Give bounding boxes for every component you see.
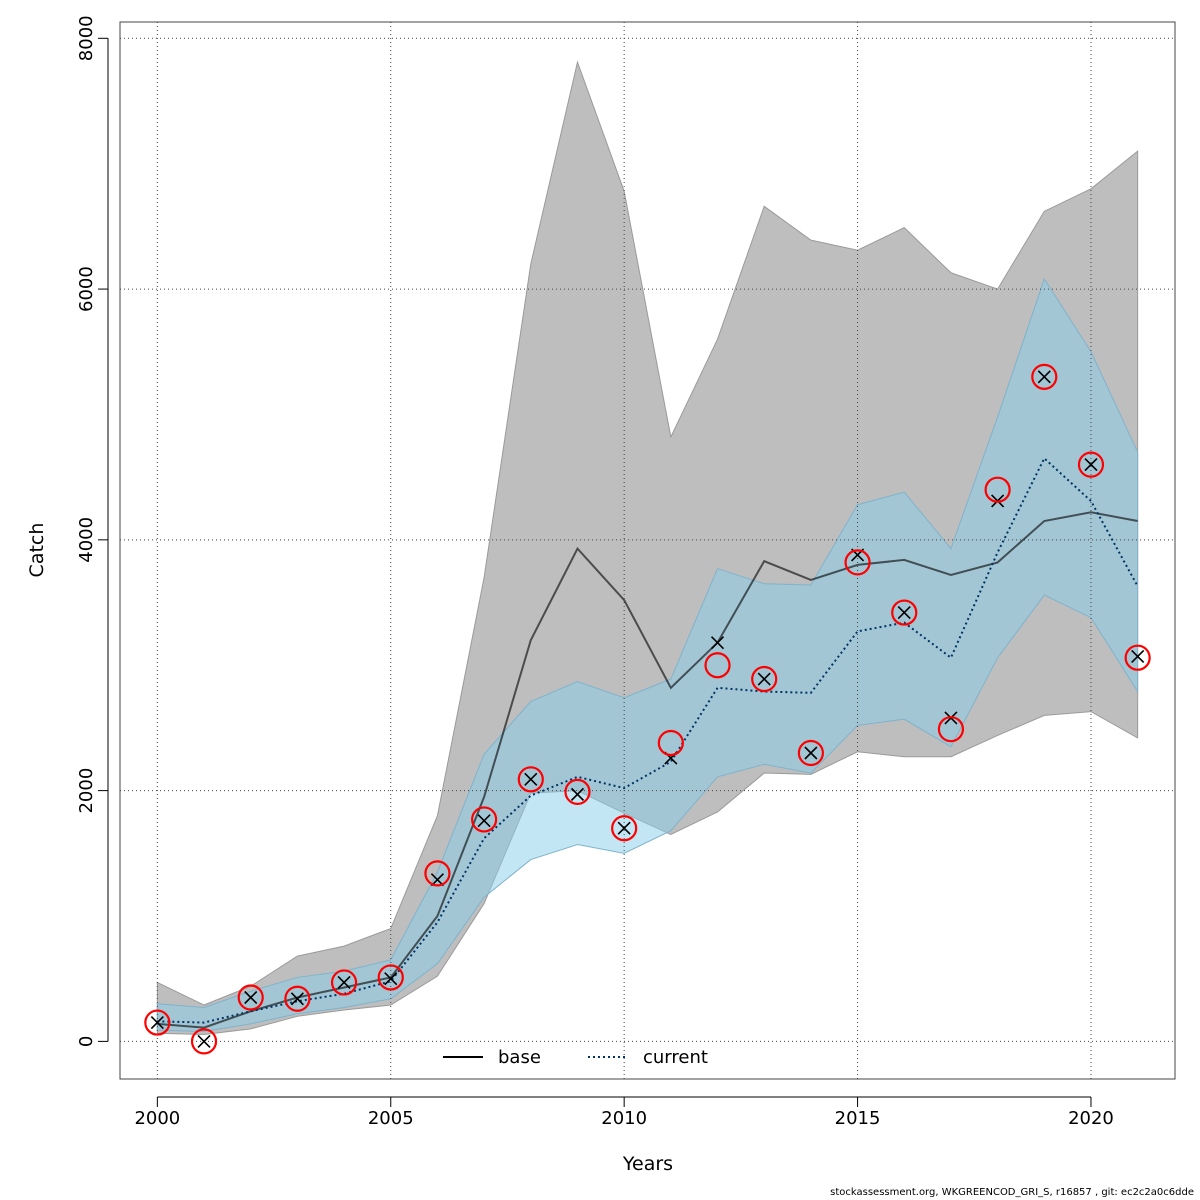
cross-point-2012 bbox=[710, 636, 725, 650]
observed-point-2003 bbox=[284, 985, 311, 1012]
band-current bbox=[156, 277, 1139, 1032]
y-tick-label-0: 0 bbox=[76, 1036, 97, 1047]
observed-point-2005 bbox=[377, 964, 404, 991]
observed-point-2006 bbox=[424, 860, 451, 887]
legend-current-label: current bbox=[643, 1047, 708, 1068]
y-axis: 0 2000 4000 6000 8000 bbox=[76, 15, 109, 1047]
y-axis-label: Catch bbox=[26, 523, 48, 578]
observed-point-2014 bbox=[797, 739, 824, 767]
footer-credit: stockassessment.org, WKGREENCOD_GRI_S, r… bbox=[830, 1187, 1194, 1198]
cross-point-2005 bbox=[384, 972, 398, 986]
x-tick-label-2010: 2010 bbox=[601, 1108, 647, 1129]
cross-point-2016 bbox=[897, 606, 911, 620]
cross-point-2008 bbox=[524, 772, 538, 786]
cross-point-2009 bbox=[570, 787, 585, 801]
y-tick-label-8000: 8000 bbox=[76, 15, 97, 61]
x-tick-label-2015: 2015 bbox=[835, 1108, 881, 1129]
observed-point-2017 bbox=[937, 716, 965, 743]
x-axis-label: Years bbox=[622, 1153, 673, 1175]
x-axis: 2000 2005 2010 2015 2020 bbox=[134, 1096, 1114, 1129]
legend-base-label: base bbox=[498, 1047, 541, 1068]
x-tick-label-2000: 2000 bbox=[134, 1108, 180, 1129]
observed-point-2016 bbox=[891, 599, 918, 626]
cross-point-2001 bbox=[197, 1034, 211, 1048]
cross-point-2000 bbox=[150, 1016, 164, 1030]
series-lines bbox=[157, 456, 1139, 1029]
observed-point-2018 bbox=[984, 476, 1011, 503]
observed-point-2004 bbox=[330, 969, 358, 996]
observed-point-2013 bbox=[751, 665, 778, 693]
observed-point-2010 bbox=[611, 815, 638, 842]
cross-point-2019 bbox=[1037, 370, 1051, 384]
observed-point-2021 bbox=[1124, 644, 1151, 671]
observed-point-2011 bbox=[657, 729, 684, 757]
cross-point-2004 bbox=[337, 975, 351, 990]
observed-point-2001 bbox=[190, 1028, 218, 1055]
observed-point-2007 bbox=[471, 806, 498, 833]
cross-point-2010 bbox=[617, 821, 631, 835]
legend: base current bbox=[443, 1047, 708, 1068]
y-tick-label-6000: 6000 bbox=[76, 266, 97, 312]
cross-point-2003 bbox=[290, 992, 304, 1006]
grid-lines bbox=[120, 22, 1175, 1079]
observed-point-2015 bbox=[844, 549, 871, 576]
plot-frame bbox=[119, 21, 1176, 1080]
observed-point-2002 bbox=[237, 984, 264, 1011]
cross-point-2014 bbox=[804, 746, 818, 760]
observed-point-2019 bbox=[1031, 363, 1058, 390]
band-base bbox=[156, 60, 1139, 1035]
cross-point-2013 bbox=[757, 672, 771, 686]
observed-point-2020 bbox=[1077, 451, 1105, 478]
observed-point-2008 bbox=[517, 766, 544, 793]
x-tick-label-2020: 2020 bbox=[1068, 1108, 1114, 1129]
cross-point-2007 bbox=[477, 814, 491, 828]
confidence-bands bbox=[156, 60, 1139, 1035]
cross-point-2002 bbox=[244, 990, 258, 1005]
observed-point-2009 bbox=[564, 778, 591, 805]
observed-point-2012 bbox=[704, 652, 731, 679]
y-tick-label-2000: 2000 bbox=[76, 768, 97, 814]
cross-point-2021 bbox=[1131, 649, 1145, 664]
line-current bbox=[157, 456, 1139, 1024]
line-base bbox=[157, 511, 1138, 1029]
observed-point-2000 bbox=[144, 1009, 171, 1036]
x-tick-label-2005: 2005 bbox=[368, 1108, 414, 1129]
data-markers bbox=[144, 363, 1151, 1055]
cross-point-2020 bbox=[1084, 458, 1098, 472]
y-tick-label-4000: 4000 bbox=[76, 517, 97, 563]
